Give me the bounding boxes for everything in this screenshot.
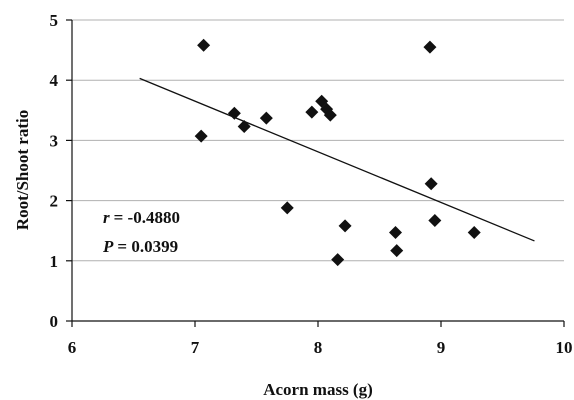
data-point [423,40,437,54]
y-axis-title: Root/Shoot ratio [13,110,32,230]
data-point [227,106,241,120]
data-point [259,111,273,125]
data-point [467,226,481,240]
data-point [424,177,438,191]
trendline-group [139,77,535,242]
x-tick-label: 9 [437,338,446,357]
y-tick-label: 1 [50,252,59,271]
y-tick-label: 5 [50,11,59,30]
p-value: = 0.0399 [117,237,178,256]
data-point [305,105,319,119]
data-point [390,244,404,258]
r-annotation: r = -0.4880 [103,208,180,227]
p-annotation: P = 0.0399 [102,237,178,256]
data-point [280,201,294,215]
y-tick-label: 3 [50,131,59,150]
data-point [428,213,442,227]
data-point [237,120,251,134]
trendline [139,77,535,242]
x-axis-title: Acorn mass (g) [263,380,373,399]
y-tick-label: 2 [50,192,59,211]
y-tick-label: 0 [50,312,59,331]
data-points [194,38,481,267]
x-tick-label: 6 [68,338,77,357]
x-tick-label: 8 [314,338,323,357]
data-point [331,253,345,267]
gridlines [72,19,564,262]
data-point [194,129,208,143]
data-point [323,108,337,122]
axis-ticks: 6 7 8 9 10 0 1 2 3 4 5 [50,11,573,357]
r-symbol: r [103,208,110,227]
data-point [388,226,402,240]
r-value: = -0.4880 [114,208,180,227]
x-tick-label: 7 [191,338,200,357]
data-point [338,219,352,233]
x-tick-label: 10 [556,338,573,357]
data-point [197,38,211,52]
y-tick-label: 4 [50,71,59,90]
p-symbol: P [102,237,114,256]
